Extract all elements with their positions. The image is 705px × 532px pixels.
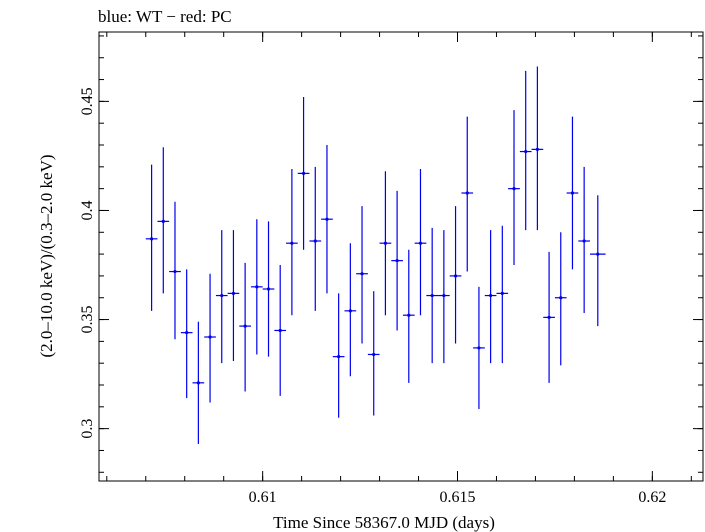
- data-point: [391, 190, 403, 331]
- data-marker: [348, 309, 352, 313]
- data-marker: [512, 187, 516, 191]
- data-point: [297, 97, 310, 250]
- data-marker: [278, 328, 282, 333]
- data-marker: [524, 149, 528, 154]
- data-point: [578, 166, 590, 314]
- data-point: [543, 251, 555, 383]
- data-marker: [535, 147, 539, 151]
- data-marker: [231, 291, 236, 295]
- data-marker: [596, 252, 600, 256]
- data-marker: [582, 239, 586, 243]
- data-point: [204, 273, 216, 403]
- data-point: [589, 195, 606, 327]
- data-marker: [255, 285, 259, 289]
- data-marker: [465, 191, 469, 195]
- plot-frame: [98, 31, 704, 482]
- data-marker: [185, 331, 189, 335]
- data-marker: [208, 335, 212, 339]
- data-marker: [220, 293, 224, 298]
- data-marker: [337, 355, 341, 359]
- y-tick-label: 0.35: [79, 306, 96, 334]
- data-point: [250, 219, 263, 355]
- data-marker: [243, 324, 247, 328]
- data-point: [239, 262, 251, 392]
- data-marker: [173, 269, 177, 274]
- data-point: [519, 70, 532, 231]
- data-point: [438, 230, 450, 364]
- minor-ticks: [99, 32, 703, 481]
- data-marker: [570, 191, 575, 195]
- data-marker: [372, 352, 376, 357]
- data-point: [461, 116, 474, 272]
- data-marker: [313, 239, 317, 243]
- data-marker: [547, 315, 551, 319]
- major-ticks: [99, 32, 703, 481]
- x-tick-label: 0.62: [638, 489, 666, 506]
- y-tick-label: 0.4: [79, 200, 96, 220]
- data-point: [215, 230, 228, 364]
- data-point: [367, 291, 380, 416]
- data-point: [508, 110, 520, 266]
- data-point: [332, 293, 345, 418]
- data-point: [227, 230, 240, 362]
- x-axis-label: Time Since 58367.0 MJD (days): [273, 513, 495, 532]
- data-marker: [266, 287, 271, 291]
- data-marker: [196, 381, 200, 385]
- data-point: [566, 116, 579, 270]
- data-point: [473, 286, 485, 410]
- data-marker: [407, 313, 411, 317]
- data-marker: [442, 293, 446, 298]
- data-marker: [161, 219, 165, 223]
- chart-title: blue: WT − red: PC: [98, 7, 232, 26]
- data-marker: [395, 259, 399, 263]
- data-marker: [418, 241, 423, 245]
- data-marker: [325, 217, 329, 221]
- data-point: [286, 169, 298, 316]
- data-point: [449, 206, 462, 344]
- data-marker: [360, 272, 364, 276]
- data-marker: [290, 241, 294, 245]
- y-tick-label: 0.3: [79, 419, 96, 439]
- data-point: [274, 265, 287, 396]
- data-point: [262, 221, 275, 357]
- data-marker: [500, 291, 504, 295]
- data-point: [192, 321, 205, 444]
- data-point: [321, 145, 333, 294]
- data-marker: [301, 171, 306, 175]
- data-point: [554, 232, 567, 366]
- x-tick-label: 0.61: [249, 489, 277, 506]
- data-point: [496, 225, 509, 364]
- data-point: [356, 206, 368, 344]
- data-marker: [477, 346, 481, 350]
- data-point: [157, 147, 170, 294]
- series-layer: [145, 66, 606, 444]
- data-marker: [383, 241, 388, 245]
- data-point: [414, 169, 427, 316]
- data-point: [180, 269, 193, 399]
- data-point: [484, 230, 497, 364]
- data-marker: [430, 293, 434, 298]
- data-point: [379, 171, 392, 316]
- data-point: [531, 66, 544, 231]
- data-marker: [453, 274, 458, 278]
- data-point: [426, 227, 439, 364]
- data-marker: [489, 293, 493, 298]
- data-point: [402, 249, 415, 383]
- data-point: [169, 201, 181, 340]
- tick-labels: 0.61 0.615 0.62 0.3 0.35 0.4 0.45: [79, 87, 666, 506]
- y-tick-label: 0.45: [79, 87, 96, 115]
- x-tick-label: 0.615: [440, 489, 476, 506]
- data-marker: [559, 296, 563, 300]
- data-marker: [150, 237, 154, 241]
- y-axis-label: (2.0–10.0 keV)/(0.3–2.0 keV): [37, 154, 56, 357]
- data-point: [344, 243, 357, 377]
- data-point: [145, 164, 158, 311]
- data-point: [309, 166, 322, 311]
